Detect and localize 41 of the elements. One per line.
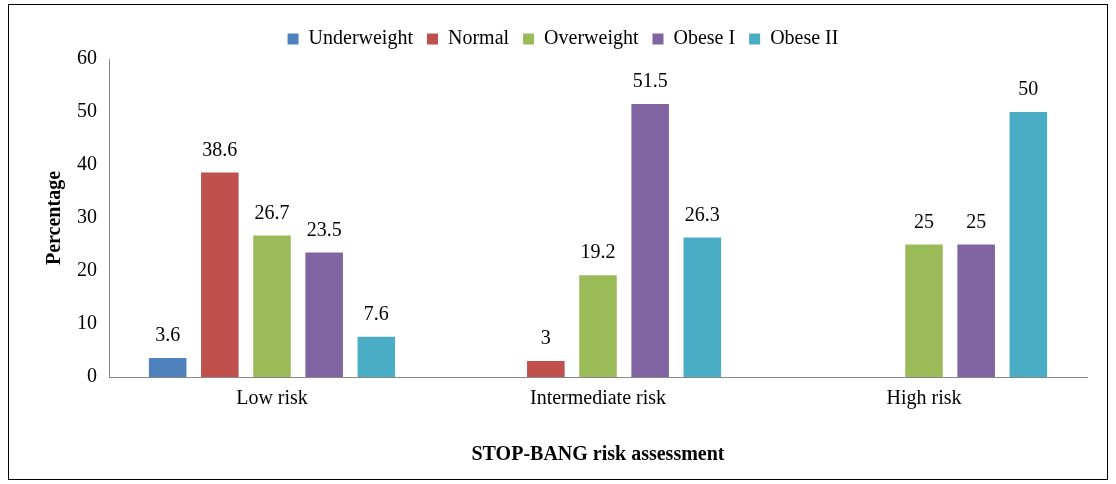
bar bbox=[683, 237, 722, 377]
data-label: 38.6 bbox=[202, 137, 238, 160]
data-label: 50 bbox=[1018, 77, 1039, 100]
data-label: 3.6 bbox=[155, 323, 181, 346]
bar bbox=[253, 235, 291, 377]
y-tick-label: 0 bbox=[87, 364, 97, 387]
x-axis-title: STOP-BANG risk assessment bbox=[471, 442, 725, 465]
data-label: 26.7 bbox=[254, 200, 290, 223]
data-label: 7.6 bbox=[363, 301, 389, 324]
bar bbox=[957, 244, 995, 377]
bar bbox=[527, 361, 565, 377]
y-tick-label: 50 bbox=[77, 99, 97, 122]
y-tick-label: 40 bbox=[77, 152, 97, 175]
legend-label: Obese II bbox=[770, 26, 839, 49]
data-label: 25 bbox=[966, 209, 987, 232]
y-tick-label: 60 bbox=[77, 46, 97, 69]
legend-label: Underweight bbox=[308, 26, 414, 50]
bar bbox=[1009, 112, 1048, 377]
data-label: 25 bbox=[914, 209, 934, 232]
bar bbox=[905, 244, 943, 377]
bar bbox=[201, 172, 239, 377]
data-label: 26.3 bbox=[684, 202, 720, 225]
y-tick-label: 20 bbox=[77, 258, 97, 281]
legend-label: Overweight bbox=[544, 26, 639, 50]
x-tick-label: High risk bbox=[886, 386, 962, 410]
bar bbox=[148, 357, 187, 377]
bar bbox=[357, 336, 396, 377]
x-tick-label: Intermediate risk bbox=[529, 386, 667, 409]
data-label: 3 bbox=[540, 326, 551, 349]
legend-label: Normal bbox=[447, 26, 510, 49]
data-label: 19.2 bbox=[580, 240, 616, 263]
data-label: 51.5 bbox=[632, 69, 668, 92]
x-tick-label: Low risk bbox=[236, 386, 308, 409]
data-label: 23.5 bbox=[306, 217, 342, 240]
y-tick-label: 10 bbox=[77, 311, 97, 334]
y-axis-title: Percentage bbox=[42, 170, 66, 266]
legend-label: Obese I bbox=[673, 26, 736, 49]
y-tick-label: 30 bbox=[77, 205, 97, 228]
bar bbox=[579, 275, 617, 377]
bar bbox=[631, 104, 669, 377]
bar bbox=[305, 252, 343, 377]
